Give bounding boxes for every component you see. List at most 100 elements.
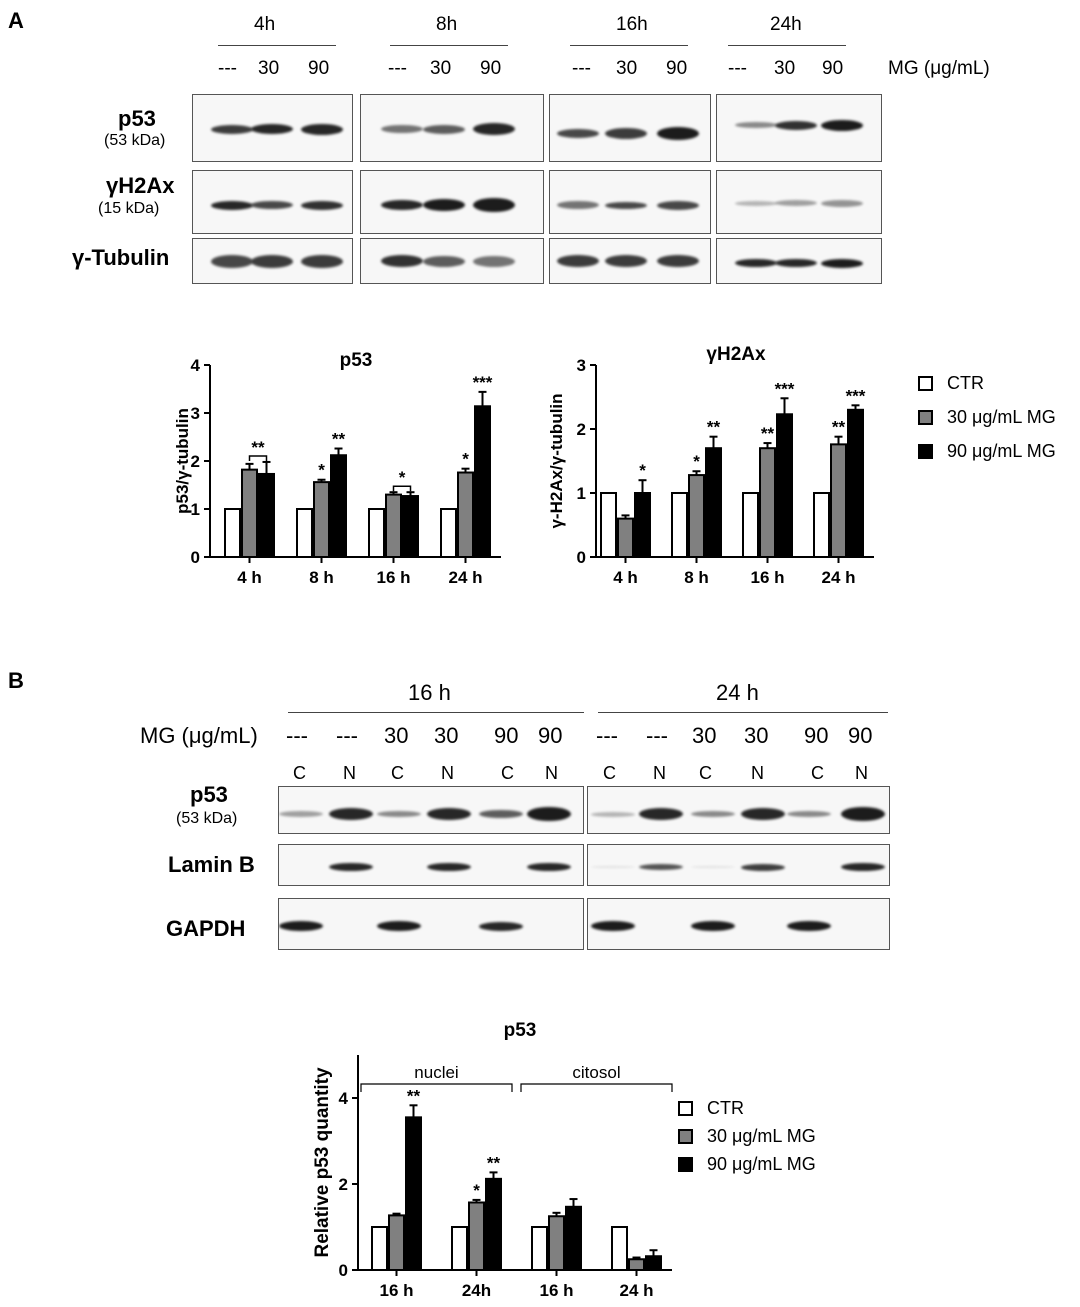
bar-3-2 [847,408,864,558]
bar-2-2 [565,1205,582,1271]
significance-3-1: ** [832,418,846,437]
bar-2-0 [531,1226,548,1271]
group-bracket-1 [520,1083,673,1092]
chart-title: p53 [504,1020,537,1041]
y-tick-label: 0 [577,548,586,567]
legend-b-item-90: 90 μg/mL MG [678,1150,816,1178]
panel-b-fraction-1-3: N [751,763,764,783]
panel-b-dose-0-4: 90 [494,723,519,748]
legend-item-30: 30 μg/mL MG [918,400,1056,434]
legend-b-label-90: 90 μg/mL MG [707,1153,816,1174]
y-axis-label: γ-H2Ax/γ-tubulin [547,393,566,528]
band-b-r0-g0-l2 [377,811,421,817]
blot-a-r2-g3 [716,238,882,284]
x-tick-label: 16 h [376,568,410,587]
bar-3-0 [440,508,457,558]
panel-b-dose-1-1: --- [646,723,668,748]
legend-label-30: 30 μg/mL MG [947,406,1056,427]
significance-3-2: *** [473,373,493,392]
panel-a-dose-0-2: 90 [308,58,330,79]
panel-a-time-3: 24h [770,14,802,35]
bar-0-1 [617,517,634,559]
blot-a-r2-g2 [549,238,711,284]
x-tick-label: 16 h [539,1281,573,1300]
band-a-r2-g3-l1 [775,259,817,267]
panel-b-fraction-1-1: N [653,763,666,783]
y-tick-label: 0 [191,548,200,567]
bar-3-1 [457,471,474,559]
legend-a: CTR 30 μg/mL MG 90 μg/mL MG [918,366,1056,468]
bar-3-2 [474,405,491,558]
band-a-r0-g3-l2 [821,119,863,131]
panel-b-time-24: 24 h [716,680,759,705]
legend-item-90: 90 μg/mL MG [918,434,1056,468]
band-a-r0-g2-l1 [605,127,647,139]
band-b-r1-g1-l0 [591,866,635,868]
bar-0-1 [241,468,258,558]
panel-b-dose-0-1: --- [336,723,358,748]
panel-a-time-0: 4h [254,14,276,35]
panel-a-time-line-0 [218,45,336,46]
blot-a-p53-label: p53 [118,106,156,131]
bar-3-2 [645,1255,662,1272]
bar-1-1 [688,474,705,558]
bar-2-2 [776,413,793,558]
band-a-r2-g2-l2 [657,255,699,267]
legend-b-label-ctr: CTR [707,1097,744,1118]
bracket-1 [392,485,412,492]
blot-a-r2-g0 [192,238,353,284]
panel-a-dose-2-0: --- [572,58,591,79]
significance-1-1: * [473,1181,480,1200]
band-a-r2-g2-l1 [605,255,647,267]
panel-a-dose-0-1: 30 [258,58,280,79]
blot-a-r1-g3 [716,170,882,234]
blot-a-r2-g1 [360,238,544,284]
band-b-r2-g1-l2 [691,921,735,931]
chart-title: γH2Ax [706,344,766,365]
band-a-r0-g1-l2 [473,123,515,135]
y-tick-label: 1 [577,484,586,503]
band-a-r0-g0-l0 [211,124,253,134]
panel-a-dose-1-1: 30 [430,58,452,79]
significance-3-1: * [462,450,469,469]
bar-1-2 [485,1177,502,1271]
bar-0-2 [405,1116,422,1271]
blot-b-r2-g0 [278,898,584,950]
bar-3-1 [830,443,847,558]
panel-b-fraction-0-1: N [343,763,356,783]
band-b-r1-g1-l1 [639,864,683,870]
bar-2-0 [742,492,759,558]
significance-0-2: ** [407,1086,421,1105]
band-b-r1-g1-l2 [691,866,735,868]
panel-b-dose-1-3: 30 [744,723,769,748]
bracket-label-0: ** [251,438,265,457]
panel-b-fraction-0-5: N [545,763,558,783]
panel-b-fraction-1-5: N [855,763,868,783]
band-a-r0-g3-l1 [775,120,817,130]
band-a-r1-g2-l2 [657,200,699,210]
panel-letter-b: B [8,668,24,693]
panel-a-dose-3-2: 90 [822,58,844,79]
band-b-r1-g1-l3 [741,863,785,871]
legend-label-90: 90 μg/mL MG [947,440,1056,461]
y-tick-label: 2 [191,452,200,471]
panel-a-mg-label: MG (μg/mL) [888,58,990,79]
band-a-r1-g3-l1 [775,200,817,206]
band-a-r0-g3-l0 [735,122,777,128]
blot-a-r0-g2 [549,94,711,162]
panel-a-time-1: 8h [436,14,458,35]
blot-a-r0-g0 [192,94,353,162]
band-a-r1-g2-l1 [605,201,647,209]
panel-b-time-16: 16 h [408,680,451,705]
panel-a-dose-3-1: 30 [774,58,796,79]
blot-a-h2ax-label: γH2Ax [106,173,175,198]
legend-b-item-30: 30 μg/mL MG [678,1122,816,1150]
band-b-r2-g1-l4 [787,921,831,931]
blot-a-r0-g1 [360,94,544,162]
x-tick-label: 8 h [309,568,334,587]
significance-2-1: ** [761,424,775,443]
band-a-r1-g0-l0 [211,200,253,210]
band-a-r0-g0-l2 [301,123,343,135]
band-b-r0-g0-l1 [329,808,373,820]
band-a-r0-g1-l0 [381,125,423,133]
